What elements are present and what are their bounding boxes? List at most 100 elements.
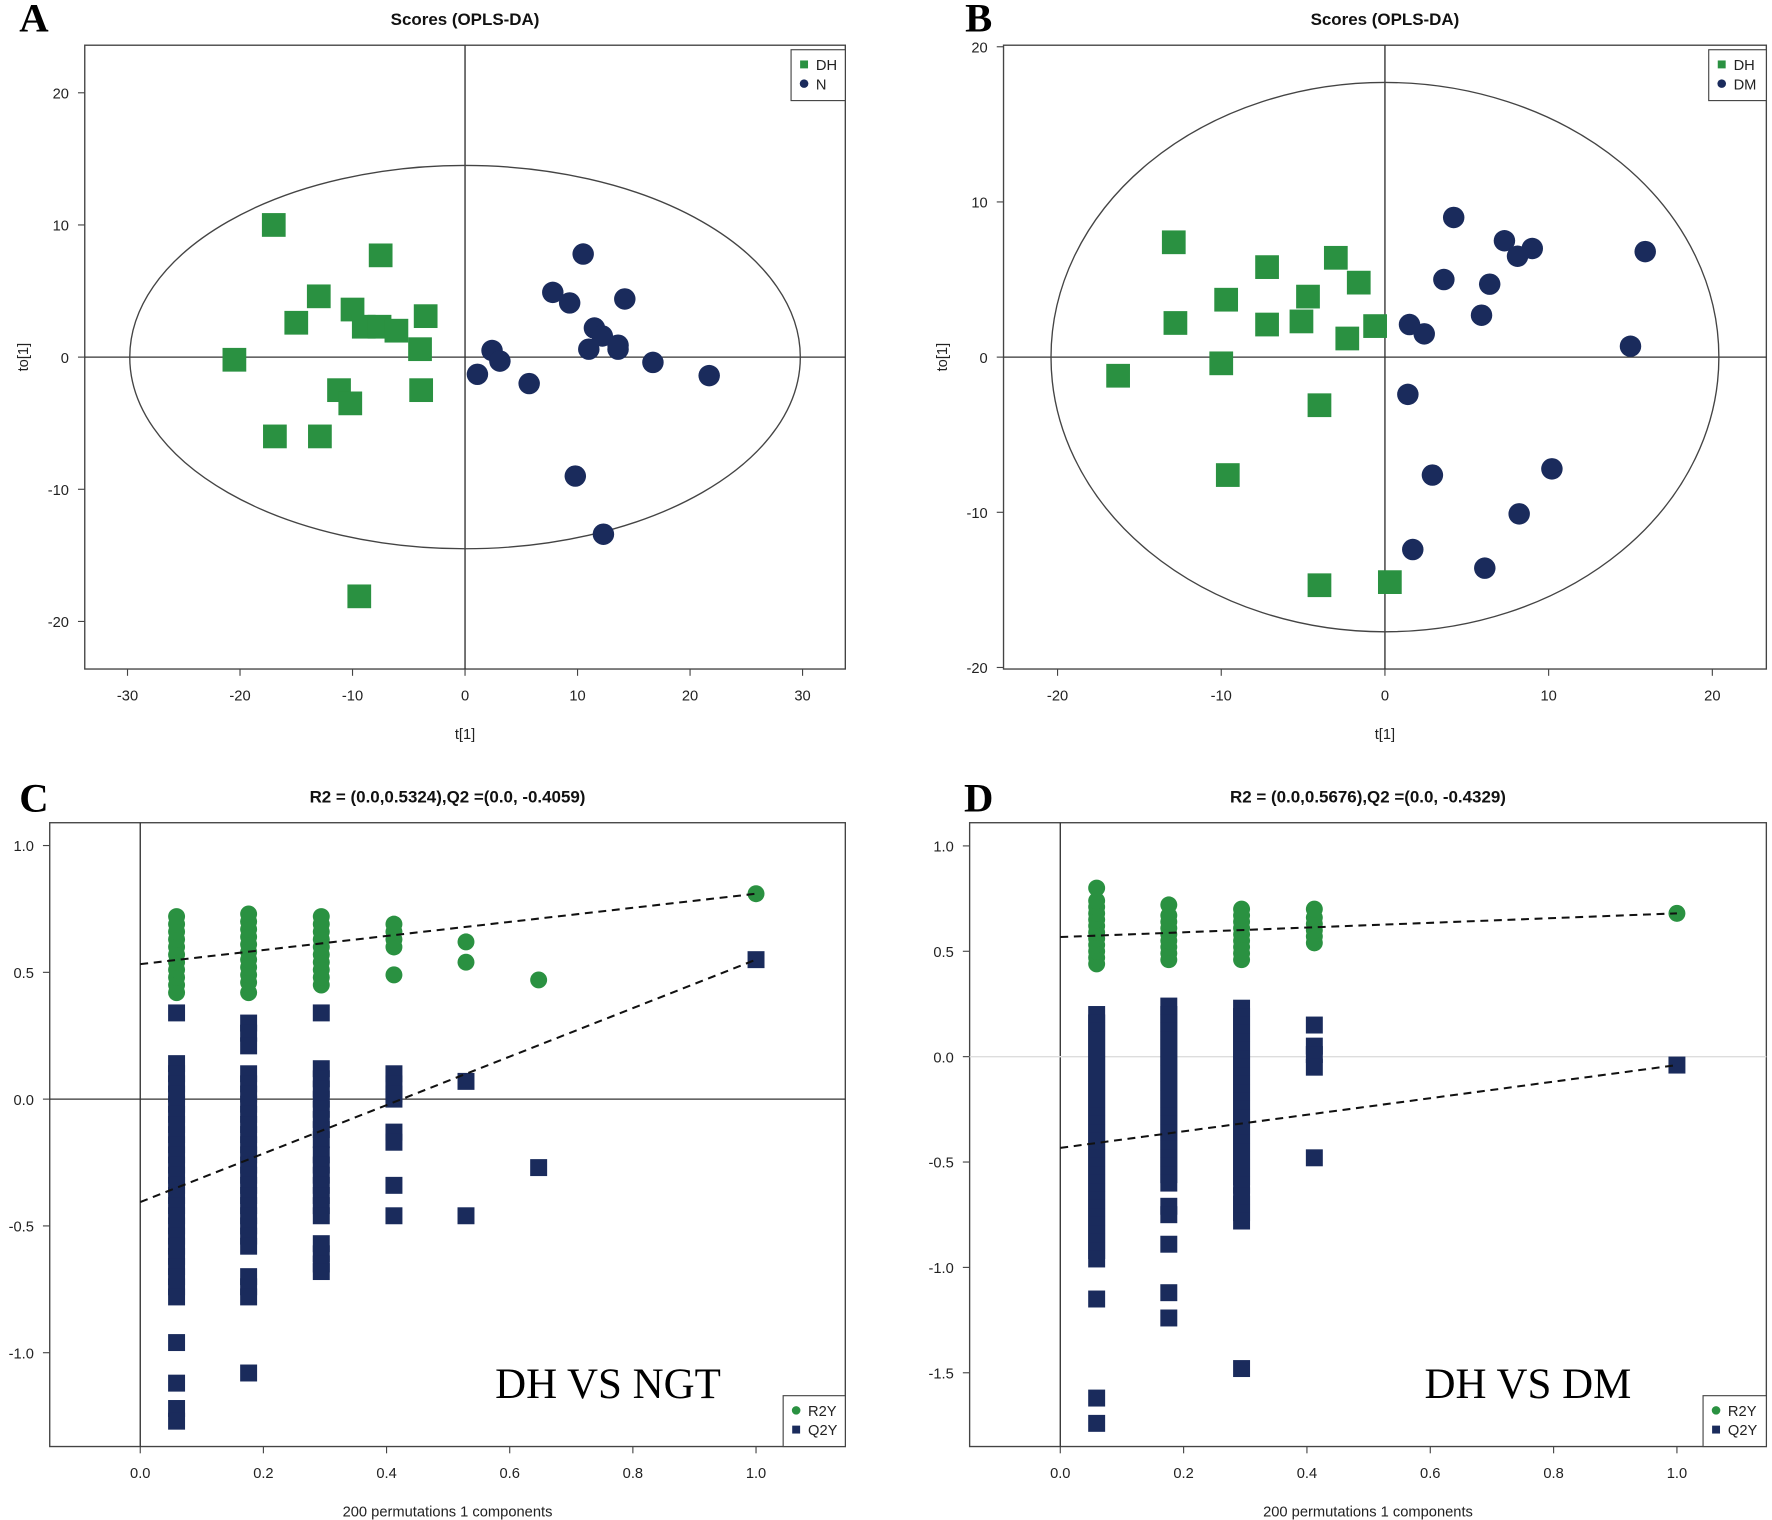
data-point-dm [1541,458,1563,480]
data-point-dh [308,424,332,449]
legend-box [1702,1395,1767,1448]
data-point-dh [347,584,372,609]
data-point-q2y [240,1364,258,1382]
x-tick-label: 0.0 [130,1466,150,1482]
data-point-dh [306,284,331,309]
y-tick-label: -10 [48,483,69,499]
data-point-dm [1619,335,1642,357]
y-tick-label: 0 [980,351,988,367]
data-point-q2y [1160,1174,1178,1192]
data-point-r2y [168,908,186,926]
legend-label: R2Y [808,1404,837,1420]
data-point-q2y [530,1159,548,1177]
data-point-q2y [312,1263,330,1281]
data-point-dh [1106,363,1130,388]
data-point-dm [1470,304,1493,326]
legend-label: R2Y [1728,1404,1757,1420]
x-tick-label: 0 [461,689,469,705]
data-point-n [698,364,720,387]
data-point-q2y [1305,1016,1323,1034]
data-point-dm [1397,383,1419,406]
x-tick-label: 30 [794,689,810,705]
data-point-q2y [1088,1290,1106,1308]
data-point-n [564,465,587,487]
data-point-n [592,523,615,545]
data-point-dm [1474,557,1496,579]
y-tick-label: -1.5 [928,1366,953,1382]
x-axis-label: 200 permutations 1 components [1263,1505,1473,1520]
data-point-n [572,243,594,265]
panel-label: B [965,0,992,41]
data-point-q2y [385,1207,403,1225]
legend-label: DH [816,58,837,74]
data-point-dh [338,391,363,416]
data-point-r2y [457,953,475,971]
data-point-q2y [457,1207,475,1225]
data-point-q2y [168,1004,186,1022]
data-point-dh [284,310,309,335]
data-point-dh [222,347,247,372]
legend-square-icon [800,60,809,69]
data-point-dh [1363,314,1387,338]
y-tick-label: 0.5 [13,966,33,982]
x-tick-label: -20 [1047,689,1068,705]
y-tick-label: -20 [966,661,987,677]
data-point-r2y [312,908,330,926]
data-point-q2y [457,1072,475,1090]
data-point-dh [1296,284,1320,309]
panel-label: D [964,775,993,820]
x-tick-label: 0.2 [1173,1466,1193,1482]
x-tick-label: 0.6 [500,1466,520,1482]
regression-line-q2y [139,958,757,1204]
data-point-r2y [747,885,765,903]
data-point-q2y [1160,1235,1178,1253]
data-point-q2y [312,1207,330,1225]
legend-box [782,1395,846,1448]
y-tick-label: -20 [48,615,69,631]
y-tick-label: 0.0 [933,1050,953,1066]
data-point-r2y [457,933,475,951]
data-point-dm [1421,464,1444,486]
x-axis-label: 200 permutations 1 components [343,1505,553,1520]
data-point-r2y [1233,900,1251,918]
legend-box [790,49,846,102]
chart-title: R2 = (0.0,0.5676),Q2 =(0.0, -0.4329) [1230,787,1506,806]
legend-box [1708,49,1767,102]
data-point-r2y [385,966,403,984]
hotelling-ellipse [129,164,801,550]
data-point-n [489,350,511,372]
hotelling-ellipse [1050,81,1720,633]
data-point-dm [1634,240,1656,263]
data-point-n [466,363,489,386]
legend-square-icon [792,1425,801,1434]
y-tick-label: -0.5 [928,1156,953,1172]
legend-label: DH [1734,58,1755,74]
data-point-dh [408,337,432,362]
data-point-dh [1377,570,1402,594]
x-axis-label: t[1] [455,727,475,743]
legend-circle-icon [791,1406,801,1415]
panel-d: D R2 = (0.0,0.5676),Q2 =(0.0, -0.4329) 0.0… [928,775,1768,1520]
legend-square-icon [1717,60,1726,69]
data-point-dh [409,378,434,403]
x-tick-label: 20 [1704,689,1720,705]
data-point-q2y [168,1374,186,1392]
panel-b: B Scores (OPLS-DA) -20 -10 0 10 20 -20 -10 0 10 20 t… [935,0,1768,743]
y-tick-label: 1.0 [13,839,33,855]
legend-circle-icon [1717,79,1727,88]
data-point-n [578,338,600,360]
comparison-annotation: DH VS NGT [495,1361,721,1408]
data-point-q2y [385,1090,403,1108]
legend-label: Q2Y [808,1423,838,1439]
x-tick-label: 10 [1540,689,1556,705]
regression-line-r2y [1060,912,1677,939]
data-point-q2y [1233,1212,1251,1230]
data-point-q2y [1160,1309,1178,1327]
legend: DH DM [1708,49,1767,102]
data-point-q2y [240,1037,258,1055]
data-point-r2y [385,915,403,933]
legend-circle-icon [799,79,809,88]
data-point-n [607,338,629,360]
